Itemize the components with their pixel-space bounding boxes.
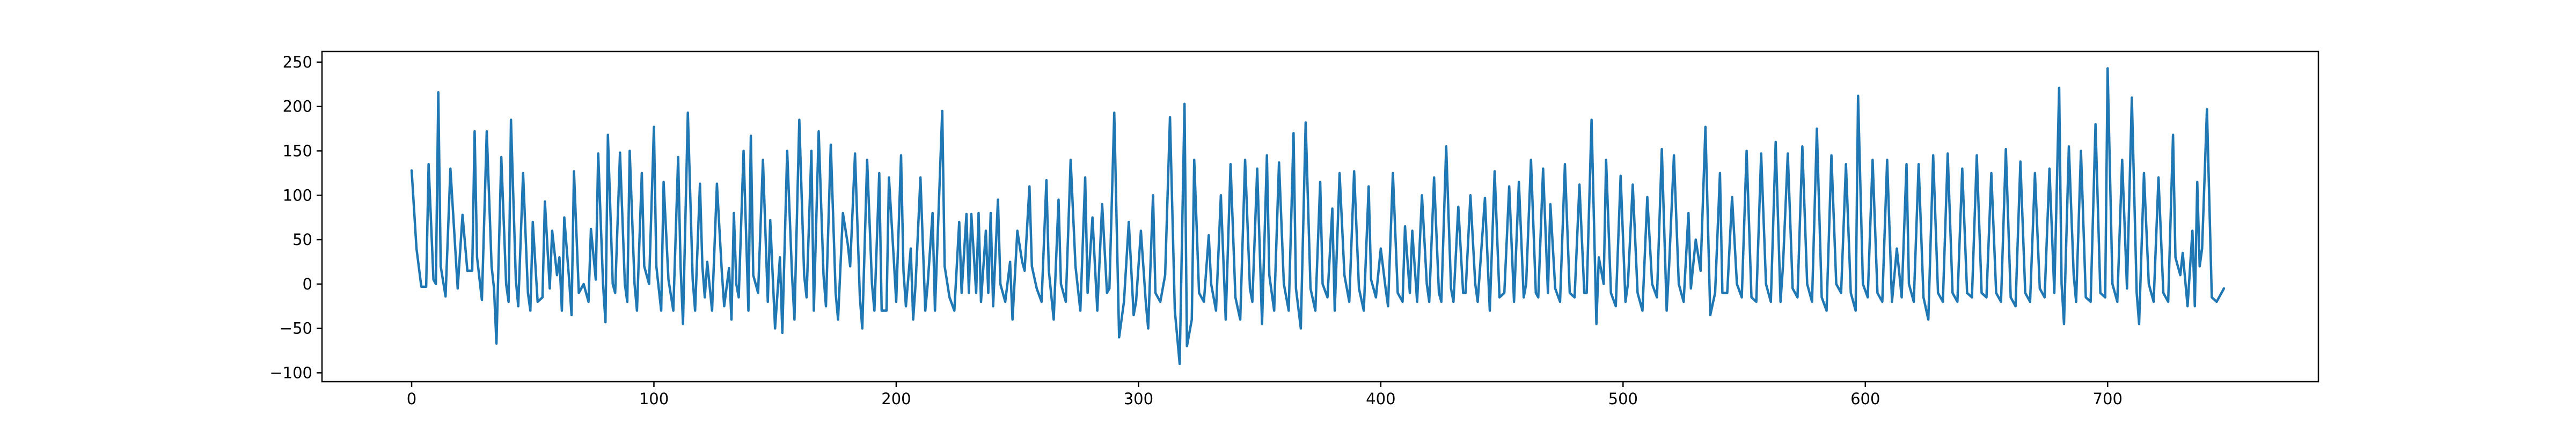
y-tick-label: 150: [283, 142, 312, 160]
y-tick-label: −50: [280, 319, 312, 338]
x-tick-label: 500: [1608, 390, 1638, 408]
x-tick-label: 700: [2093, 390, 2123, 408]
x-tick-label: 400: [1366, 390, 1395, 408]
y-axis-ticks: −100 −50 0 50 100 150 200 250: [269, 53, 322, 382]
x-tick-label: 300: [1124, 390, 1153, 408]
y-tick-label: 250: [283, 53, 312, 71]
x-tick-label: 600: [1850, 390, 1880, 408]
y-tick-label: 200: [283, 98, 312, 116]
x-axis-ticks: 0 100 200 300 400 500 600 700: [407, 382, 2123, 408]
y-tick-label: 50: [292, 231, 312, 249]
y-tick-label: 0: [303, 275, 312, 293]
y-tick-label: 100: [283, 186, 312, 204]
x-tick-label: 100: [639, 390, 669, 408]
x-tick-label: 0: [407, 390, 416, 408]
series-line: [410, 67, 2226, 366]
y-tick-label: −100: [269, 363, 312, 382]
x-tick-label: 200: [881, 390, 911, 408]
plot-area-frame: [321, 50, 2319, 383]
